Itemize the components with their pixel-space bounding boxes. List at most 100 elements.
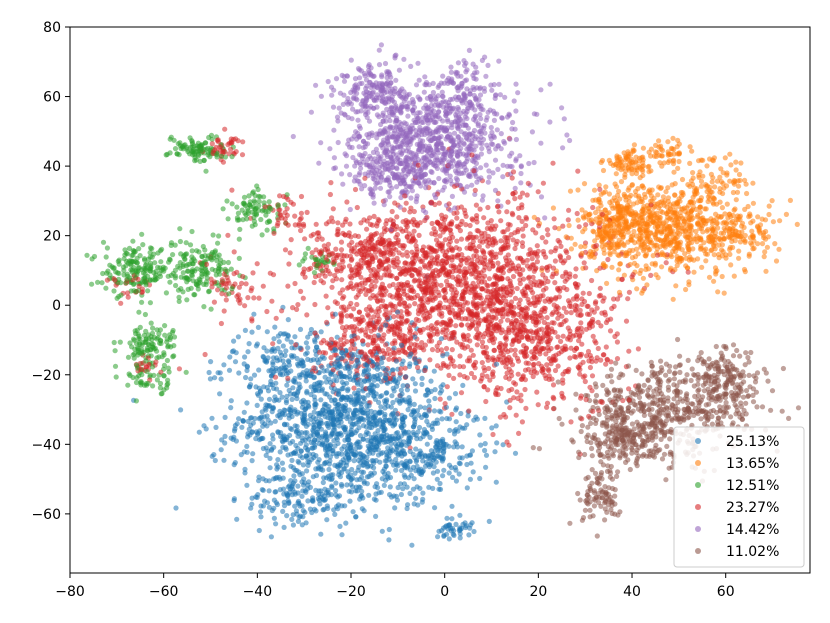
- data-point-series-4: [338, 304, 345, 310]
- data-point-series-5: [413, 82, 420, 88]
- data-point-series-2: [665, 139, 671, 145]
- data-point-series-5: [453, 71, 459, 77]
- data-point-series-2: [732, 206, 738, 212]
- data-point-series-4: [540, 272, 546, 278]
- data-point-series-1: [264, 329, 270, 335]
- data-point-series-4: [277, 193, 283, 199]
- data-point-series-2: [715, 289, 721, 295]
- data-point-series-6: [587, 507, 593, 513]
- data-point-series-4: [551, 302, 557, 308]
- data-point-series-5: [421, 89, 427, 95]
- data-point-series-1: [246, 341, 252, 347]
- data-point-series-1: [452, 391, 459, 397]
- data-point-series-6: [718, 350, 724, 356]
- data-point-series-2: [727, 151, 733, 157]
- data-point-series-5: [382, 197, 388, 203]
- data-point-series-6: [589, 467, 595, 473]
- data-point-series-4: [545, 232, 551, 238]
- data-point-series-1: [465, 413, 471, 419]
- data-point-series-2: [719, 247, 725, 253]
- data-point-series-4: [250, 270, 256, 276]
- data-point-series-1: [477, 475, 483, 482]
- data-point-series-6: [684, 372, 690, 378]
- data-point-series-3: [170, 327, 176, 334]
- data-point-series-1: [419, 381, 425, 387]
- data-point-series-1: [493, 479, 499, 485]
- data-point-series-1: [251, 311, 257, 317]
- data-point-series-4: [347, 221, 353, 227]
- data-point-series-1: [344, 380, 350, 386]
- data-point-series-4: [393, 247, 399, 253]
- data-point-series-4: [544, 362, 550, 368]
- data-point-series-2: [550, 205, 557, 211]
- data-point-series-4: [551, 216, 557, 222]
- data-point-series-4: [356, 282, 363, 288]
- data-point-series-6: [745, 354, 751, 361]
- data-point-series-5: [343, 163, 350, 169]
- data-point-series-4: [578, 393, 584, 399]
- data-point-series-4: [580, 359, 586, 365]
- data-point-series-1: [357, 433, 364, 439]
- data-point-series-5: [394, 166, 400, 172]
- data-point-series-2: [698, 178, 705, 184]
- data-point-series-4: [267, 270, 273, 276]
- data-point-series-4: [468, 370, 475, 377]
- data-point-series-1: [231, 338, 237, 344]
- data-point-series-6: [602, 517, 608, 523]
- data-point-series-2: [675, 165, 681, 171]
- data-point-series-1: [424, 441, 430, 447]
- data-point-series-2: [756, 227, 762, 233]
- data-point-series-5: [341, 78, 348, 84]
- data-point-series-5: [547, 81, 553, 87]
- data-point-series-1: [305, 345, 311, 351]
- data-point-series-3: [115, 258, 121, 264]
- data-point-series-1: [409, 542, 415, 548]
- data-point-series-4: [403, 200, 409, 206]
- data-point-series-4: [474, 342, 480, 348]
- data-point-series-3: [166, 369, 172, 375]
- data-point-series-4: [300, 295, 306, 301]
- data-point-series-2: [690, 194, 696, 200]
- data-point-series-1: [371, 465, 377, 471]
- data-point-series-1: [489, 425, 495, 431]
- data-point-series-1: [343, 520, 349, 526]
- data-point-series-1: [417, 404, 423, 410]
- data-point-series-4: [389, 208, 395, 215]
- data-point-series-4: [483, 398, 489, 405]
- data-point-series-6: [600, 462, 607, 468]
- data-point-series-5: [538, 194, 545, 200]
- data-point-series-1: [256, 385, 262, 391]
- data-point-series-4: [476, 243, 482, 250]
- data-point-series-4: [586, 413, 592, 419]
- data-point-series-1: [300, 462, 306, 468]
- data-point-series-1: [332, 373, 339, 379]
- data-point-series-4: [539, 265, 545, 271]
- data-point-series-6: [663, 477, 669, 483]
- data-point-series-4: [460, 364, 467, 370]
- data-point-series-5: [478, 116, 484, 122]
- data-point-series-1: [324, 503, 330, 509]
- data-point-series-4: [540, 180, 547, 186]
- data-point-series-4: [459, 252, 465, 258]
- data-point-series-4: [454, 210, 460, 216]
- data-point-series-2: [739, 229, 745, 235]
- data-point-series-1: [266, 396, 273, 402]
- data-point-series-6: [567, 520, 573, 526]
- data-point-series-3: [225, 259, 231, 266]
- data-point-series-5: [347, 172, 353, 178]
- data-point-series-5: [502, 94, 508, 100]
- data-point-series-3: [210, 232, 216, 238]
- data-point-series-2: [713, 269, 719, 275]
- data-point-series-6: [573, 407, 579, 413]
- data-point-series-4: [507, 278, 513, 284]
- data-point-series-2: [787, 197, 794, 203]
- data-point-series-1: [292, 503, 298, 509]
- data-point-series-4: [479, 360, 485, 366]
- data-point-series-5: [559, 105, 565, 111]
- data-point-series-2: [634, 286, 640, 292]
- data-point-series-2: [609, 264, 615, 270]
- data-point-series-6: [578, 428, 584, 435]
- data-point-series-5: [411, 180, 417, 186]
- data-point-series-1: [227, 354, 233, 360]
- data-point-series-4: [498, 218, 504, 224]
